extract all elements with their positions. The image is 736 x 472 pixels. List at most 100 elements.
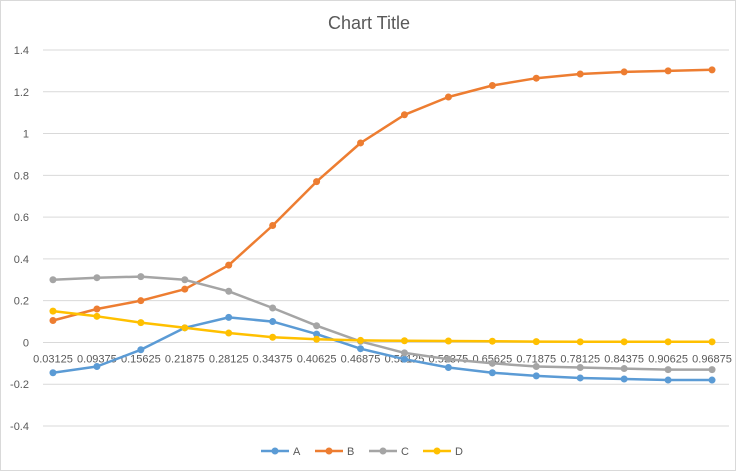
data-point: [444, 93, 452, 101]
data-point: [532, 362, 540, 370]
data-point: [269, 304, 277, 312]
data-point: [137, 346, 145, 354]
x-tick-label: 0.15625: [121, 353, 161, 365]
series-line-d: [51, 309, 714, 344]
data-point: [576, 338, 584, 346]
y-tick-label: 0.8: [14, 170, 29, 182]
data-point: [620, 365, 628, 373]
data-point: [708, 338, 716, 346]
x-tick-label: 0.21875: [165, 353, 205, 365]
x-tick-label: 0.84375: [604, 353, 644, 365]
data-point: [93, 305, 101, 313]
y-tick-label: -0.4: [10, 421, 29, 433]
legend-item-a[interactable]: A: [261, 446, 301, 458]
data-point: [357, 139, 365, 147]
series-line-b: [51, 68, 714, 322]
data-point: [488, 337, 496, 345]
x-tick-label: 0.46875: [341, 353, 381, 365]
data-point: [269, 333, 277, 341]
data-point: [444, 337, 452, 345]
data-point: [576, 364, 584, 372]
series-d: [49, 307, 716, 346]
data-point: [181, 285, 189, 293]
data-point: [664, 338, 672, 346]
y-tick-label: 1.4: [14, 45, 29, 57]
legend-item-d[interactable]: D: [423, 446, 463, 458]
data-point: [620, 68, 628, 76]
data-point: [357, 345, 365, 353]
data-point: [225, 287, 233, 295]
data-point: [49, 369, 57, 377]
data-point: [488, 369, 496, 377]
data-point: [400, 111, 408, 119]
y-axis-tick-labels: -0.4 -0.2 0 0.2 0.4 0.6 0.8 1 1.2 1.4: [10, 45, 29, 433]
data-point: [357, 336, 365, 344]
x-tick-label: 0.34375: [253, 353, 293, 365]
legend-item-b[interactable]: B: [315, 446, 354, 458]
data-point: [620, 338, 628, 346]
legend-label: C: [401, 446, 409, 458]
data-point: [708, 366, 716, 374]
series-group: [49, 66, 716, 384]
y-tick-label: 0.2: [14, 296, 29, 308]
data-point: [664, 376, 672, 384]
y-tick-label: 1: [23, 129, 29, 141]
data-point: [313, 178, 321, 186]
data-point: [93, 362, 101, 370]
data-point: [49, 307, 57, 315]
x-tick-label: 0.03125: [33, 353, 73, 365]
series-b: [49, 66, 716, 325]
legend-label: A: [293, 446, 301, 458]
data-point: [664, 67, 672, 75]
data-point: [137, 319, 145, 327]
data-point: [532, 338, 540, 346]
data-point: [93, 312, 101, 320]
data-point: [532, 74, 540, 82]
series-a: [49, 313, 716, 384]
data-point: [181, 324, 189, 332]
data-point: [49, 317, 57, 325]
data-point: [400, 355, 408, 363]
data-point: [664, 366, 672, 374]
chart-title: Chart Title: [328, 13, 410, 33]
x-tick-label: 0.78125: [560, 353, 600, 365]
data-point: [444, 364, 452, 372]
x-axis-tick-labels: 0.03125 0.09375 0.15625 0.21875 0.28125 0.343…: [33, 353, 732, 365]
data-point: [225, 329, 233, 337]
y-tick-label: 0.6: [14, 212, 29, 224]
legend-item-c[interactable]: C: [369, 446, 409, 458]
data-point: [708, 376, 716, 384]
legend-marker: [271, 447, 279, 455]
x-tick-label: 0.40625: [297, 353, 337, 365]
legend-label: B: [347, 446, 354, 458]
data-point: [137, 297, 145, 305]
legend-marker: [325, 447, 333, 455]
data-point: [313, 335, 321, 343]
data-point: [49, 276, 57, 284]
legend: A B C D: [261, 446, 463, 458]
data-point: [444, 355, 452, 363]
x-tick-label: 0.90625: [648, 353, 688, 365]
data-point: [269, 318, 277, 326]
legend-marker: [379, 447, 387, 455]
data-point: [620, 375, 628, 383]
x-tick-label: 0.71875: [516, 353, 556, 365]
series-line-a: [51, 316, 714, 382]
data-point: [181, 276, 189, 284]
data-point: [93, 274, 101, 282]
data-point: [269, 221, 277, 229]
data-point: [488, 359, 496, 367]
legend-marker: [433, 447, 441, 455]
data-point: [225, 261, 233, 269]
y-tick-label: 1.2: [14, 87, 29, 99]
y-tick-label: -0.2: [10, 379, 29, 391]
data-point: [313, 322, 321, 330]
data-point: [576, 374, 584, 382]
data-point: [313, 330, 321, 338]
data-point: [708, 66, 716, 74]
y-tick-label: 0.4: [14, 254, 29, 266]
data-point: [400, 337, 408, 345]
data-point: [400, 349, 408, 357]
